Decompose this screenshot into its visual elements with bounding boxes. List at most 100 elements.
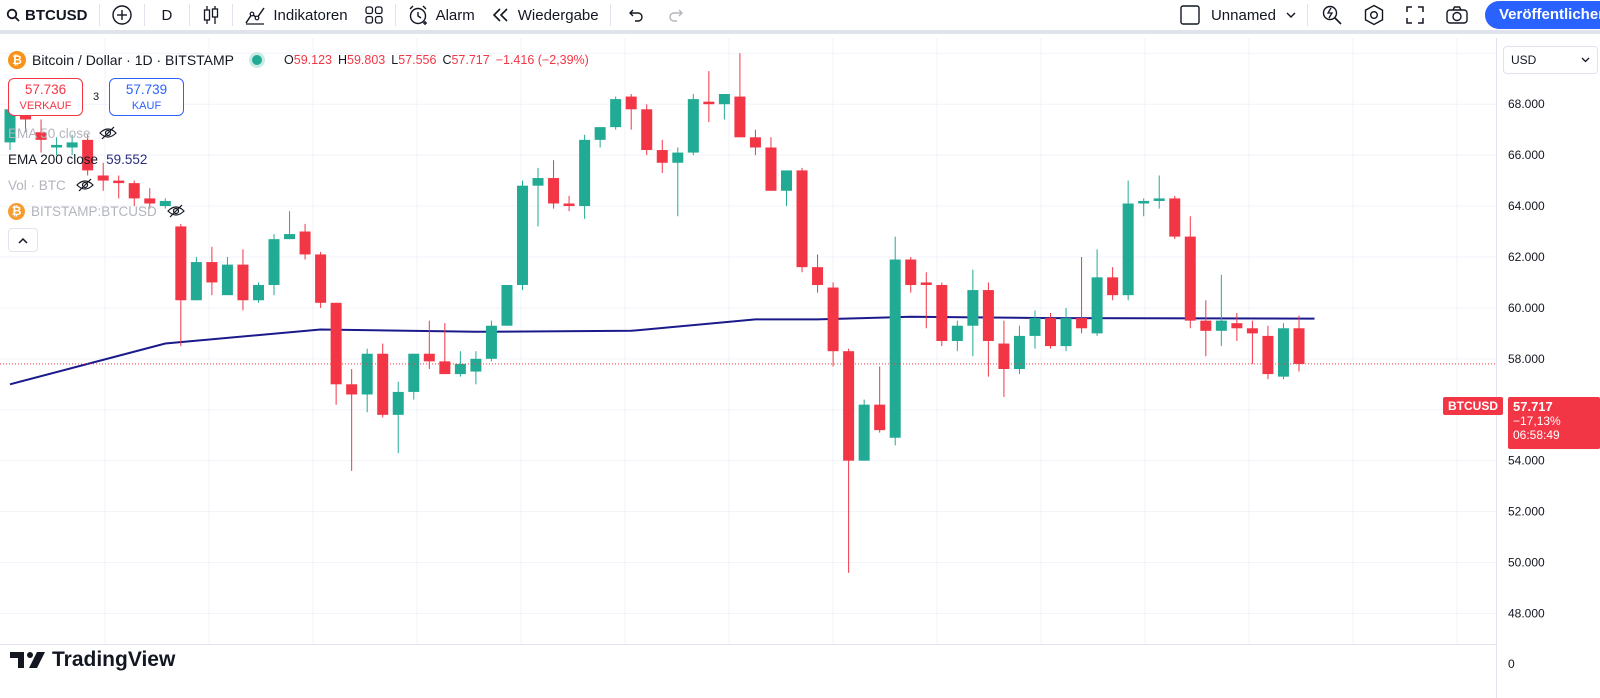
- candle: [392, 381, 404, 454]
- candle: [687, 94, 699, 156]
- candle: [1215, 274, 1227, 347]
- indicators-button[interactable]: Indikatoren: [236, 0, 355, 30]
- candle-body: [594, 127, 606, 140]
- templates-button[interactable]: [356, 0, 392, 30]
- alert-button[interactable]: Alarm: [399, 0, 483, 30]
- candle: [190, 256, 202, 301]
- bitcoin-icon: ₿: [8, 51, 26, 69]
- candle: [1045, 312, 1057, 349]
- last-price-tag: 57.717 −17,13% 06:58:49: [1508, 397, 1600, 449]
- settings-button[interactable]: [1353, 0, 1395, 30]
- candle-body: [1138, 200, 1150, 204]
- collapse-legend-button[interactable]: [8, 228, 38, 252]
- candle: [718, 94, 730, 120]
- candle: [1231, 312, 1243, 341]
- buy-button[interactable]: 57.739 KAUF: [109, 78, 184, 116]
- chevron-down-icon: [1286, 12, 1296, 18]
- candle: [408, 353, 420, 400]
- eye-hidden-icon[interactable]: [98, 126, 117, 140]
- compare-symbol-button[interactable]: [103, 0, 141, 30]
- snapshot-button[interactable]: [1435, 0, 1479, 30]
- candle: [532, 167, 544, 227]
- replay-button[interactable]: Wiedergabe: [483, 0, 607, 30]
- layout-menu-button[interactable]: Unnamed: [1171, 0, 1304, 30]
- fullscreen-button[interactable]: [1395, 0, 1435, 30]
- candle: [1246, 320, 1258, 364]
- candle: [1076, 256, 1088, 334]
- candle-body: [1262, 335, 1274, 375]
- candle: [563, 195, 575, 212]
- candle: [1138, 198, 1150, 217]
- quick-search-button[interactable]: [1311, 0, 1353, 30]
- currency-select[interactable]: USD: [1503, 46, 1598, 74]
- bar-countdown: 06:58:49: [1513, 428, 1560, 442]
- price-tick-label: 58.000: [1508, 352, 1545, 366]
- candle-body: [548, 178, 560, 204]
- eye-hidden-icon[interactable]: [75, 178, 94, 192]
- bitcoin-icon: ₿: [8, 202, 25, 220]
- volume-legend-row[interactable]: Vol · BTC: [8, 172, 595, 198]
- candle: [858, 399, 870, 461]
- candle: [221, 256, 233, 296]
- candle: [252, 282, 264, 303]
- ohlc-open: O59.123: [284, 53, 332, 67]
- sell-button[interactable]: 57.736 VERKAUF: [8, 78, 83, 116]
- candle-body: [703, 101, 715, 105]
- candle: [159, 198, 171, 209]
- candle-body: [51, 144, 63, 148]
- toolbar-divider: [189, 4, 191, 26]
- candle: [641, 104, 653, 156]
- candle-body: [858, 404, 870, 461]
- candle: [1184, 216, 1196, 329]
- undo-button[interactable]: [614, 0, 656, 30]
- candle-body: [299, 231, 311, 255]
- candle: [1169, 195, 1181, 240]
- candle-body: [749, 137, 761, 148]
- candle: [796, 167, 808, 273]
- ema200-legend-row[interactable]: EMA 200 close 59.552: [8, 146, 595, 172]
- candle-body: [734, 96, 746, 138]
- compare-legend-row[interactable]: ₿ BITSTAMP:BTCUSD: [8, 198, 595, 224]
- redo-button[interactable]: [656, 0, 698, 30]
- candle-body: [951, 325, 963, 341]
- buy-price: 57.739: [125, 82, 168, 97]
- redo-icon: [668, 9, 683, 22]
- candle: [501, 284, 513, 326]
- tradingview-logo[interactable]: TradingView: [10, 648, 175, 672]
- alert-label: Alarm: [435, 6, 475, 24]
- price-tick-label: 66.000: [1508, 148, 1545, 162]
- ema50-legend-row[interactable]: EMA 50 close: [8, 120, 595, 146]
- toolbar-divider: [609, 4, 611, 26]
- candle: [889, 236, 901, 446]
- ema50-label: EMA 50 close: [8, 125, 91, 141]
- candle-body: [920, 282, 932, 285]
- candle-body: [423, 353, 435, 362]
- interval-button[interactable]: D: [148, 0, 187, 30]
- volume-label: Vol · BTC: [8, 177, 66, 193]
- price-chart[interactable]: 70.00068.00066.00064.00062.00060.00058.0…: [0, 38, 1600, 698]
- grid-icon: [364, 6, 383, 24]
- candle-body: [284, 234, 296, 240]
- candle: [97, 162, 109, 191]
- candle-body: [1060, 318, 1072, 347]
- price-axis[interactable]: 70.00068.00066.00064.00062.00060.00058.0…: [1508, 46, 1545, 620]
- chart-grid: [0, 38, 1496, 644]
- chart-type-button[interactable]: [193, 0, 229, 30]
- publish-button[interactable]: Veröffentlichen: [1485, 1, 1600, 29]
- candle-body: [610, 99, 622, 128]
- eye-hidden-icon[interactable]: [166, 204, 185, 218]
- symbol-legend-row[interactable]: ₿ Bitcoin / Dollar · 1D · BITSTAMP O59.1…: [8, 49, 595, 71]
- candle: [237, 249, 249, 311]
- candle: [423, 320, 435, 370]
- buy-label: KAUF: [131, 100, 162, 112]
- candle-body: [1246, 328, 1258, 334]
- candle: [1060, 307, 1072, 352]
- ohlc-change: −1.416 (−2,39%): [495, 53, 589, 67]
- candle-body: [97, 175, 109, 181]
- candle: [594, 127, 606, 148]
- candle-body: [563, 203, 575, 207]
- candle: [1277, 323, 1289, 380]
- candle: [905, 256, 917, 293]
- symbol-search-button[interactable]: BTCUSD: [0, 0, 96, 30]
